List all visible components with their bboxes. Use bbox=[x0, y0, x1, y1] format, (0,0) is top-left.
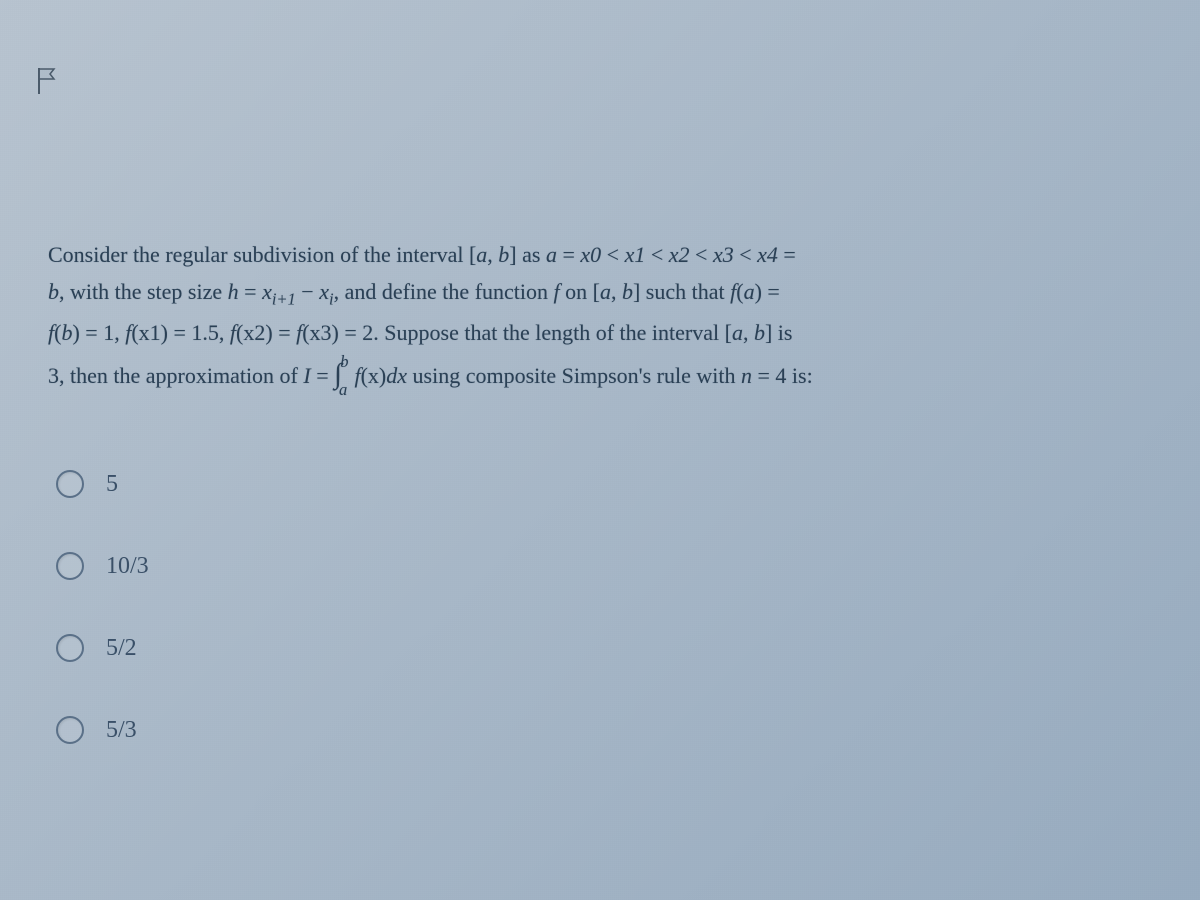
q-text: = bbox=[762, 279, 780, 304]
q-text: (x2) bbox=[236, 320, 273, 345]
q-var: x2 bbox=[669, 242, 690, 267]
q-text: = 1, bbox=[80, 320, 125, 345]
option-label: 5/2 bbox=[106, 635, 137, 662]
option-row[interactable]: 5/3 bbox=[56, 716, 149, 744]
option-label: 5 bbox=[106, 471, 118, 498]
option-label: 5/3 bbox=[106, 717, 137, 744]
q-text: on [ bbox=[560, 279, 600, 304]
q-text: (x3) bbox=[302, 320, 339, 345]
q-text: = bbox=[778, 242, 796, 267]
q-text: Consider the regular subdivision of the … bbox=[48, 242, 476, 267]
q-text: ] such that bbox=[633, 279, 730, 304]
q-var: b bbox=[61, 320, 72, 345]
question-text-container: Consider the regular subdivision of the … bbox=[48, 236, 1152, 400]
q-var: dx bbox=[386, 363, 407, 388]
option-row[interactable]: 10/3 bbox=[56, 552, 149, 580]
q-var: a bbox=[600, 279, 611, 304]
q-text: = bbox=[273, 320, 296, 345]
q-text: = bbox=[239, 279, 262, 304]
q-var: I bbox=[303, 363, 310, 388]
q-text: = 4 is: bbox=[752, 363, 813, 388]
q-var: b bbox=[622, 279, 633, 304]
q-text: < bbox=[645, 242, 668, 267]
q-var: a bbox=[546, 242, 557, 267]
q-var: x1 bbox=[625, 242, 646, 267]
q-var: a bbox=[476, 242, 487, 267]
radio-button[interactable] bbox=[56, 634, 84, 662]
q-text: 3, then the approximation of bbox=[48, 363, 303, 388]
q-text: < bbox=[601, 242, 624, 267]
q-sub: a bbox=[339, 380, 347, 399]
q-var: a bbox=[744, 279, 755, 304]
q-text: ] as bbox=[509, 242, 546, 267]
option-label: 10/3 bbox=[106, 553, 149, 580]
q-text: ) bbox=[755, 279, 762, 304]
q-text: (x1) bbox=[131, 320, 168, 345]
q-var: b bbox=[498, 242, 509, 267]
option-row[interactable]: 5 bbox=[56, 470, 149, 498]
q-text: < bbox=[690, 242, 713, 267]
q-text: , bbox=[611, 279, 622, 304]
q-text: = 2. Suppose that the length of the inte… bbox=[339, 320, 732, 345]
q-text: ] is bbox=[765, 320, 793, 345]
q-text: , bbox=[487, 242, 498, 267]
q-var: b bbox=[754, 320, 765, 345]
q-text: = 1.5, bbox=[168, 320, 230, 345]
q-var: b bbox=[48, 279, 59, 304]
q-text: (x) bbox=[361, 363, 387, 388]
q-var: x bbox=[319, 279, 329, 304]
radio-button[interactable] bbox=[56, 470, 84, 498]
q-var: x bbox=[262, 279, 272, 304]
q-text: < bbox=[734, 242, 757, 267]
q-var: n bbox=[741, 363, 752, 388]
q-sub: i+1 bbox=[272, 290, 296, 309]
q-text: using composite Simpson's rule with bbox=[407, 363, 741, 388]
options-container: 5 10/3 5/2 5/3 bbox=[56, 470, 149, 798]
q-text: , and define the function bbox=[334, 279, 554, 304]
q-var: h bbox=[228, 279, 239, 304]
q-var: x4 bbox=[757, 242, 778, 267]
q-text: , with the step size bbox=[59, 279, 228, 304]
radio-button[interactable] bbox=[56, 716, 84, 744]
q-text: − bbox=[296, 279, 319, 304]
q-text: = bbox=[557, 242, 580, 267]
q-text: ) bbox=[72, 320, 79, 345]
flag-icon[interactable] bbox=[36, 66, 58, 96]
q-var: x3 bbox=[713, 242, 734, 267]
radio-button[interactable] bbox=[56, 552, 84, 580]
option-row[interactable]: 5/2 bbox=[56, 634, 149, 662]
q-text: = bbox=[311, 363, 334, 388]
question-text: Consider the regular subdivision of the … bbox=[48, 236, 1152, 400]
q-var: x0 bbox=[580, 242, 601, 267]
q-text: , bbox=[743, 320, 754, 345]
q-sup: b bbox=[340, 352, 348, 371]
q-text: ( bbox=[736, 279, 743, 304]
q-var: a bbox=[732, 320, 743, 345]
